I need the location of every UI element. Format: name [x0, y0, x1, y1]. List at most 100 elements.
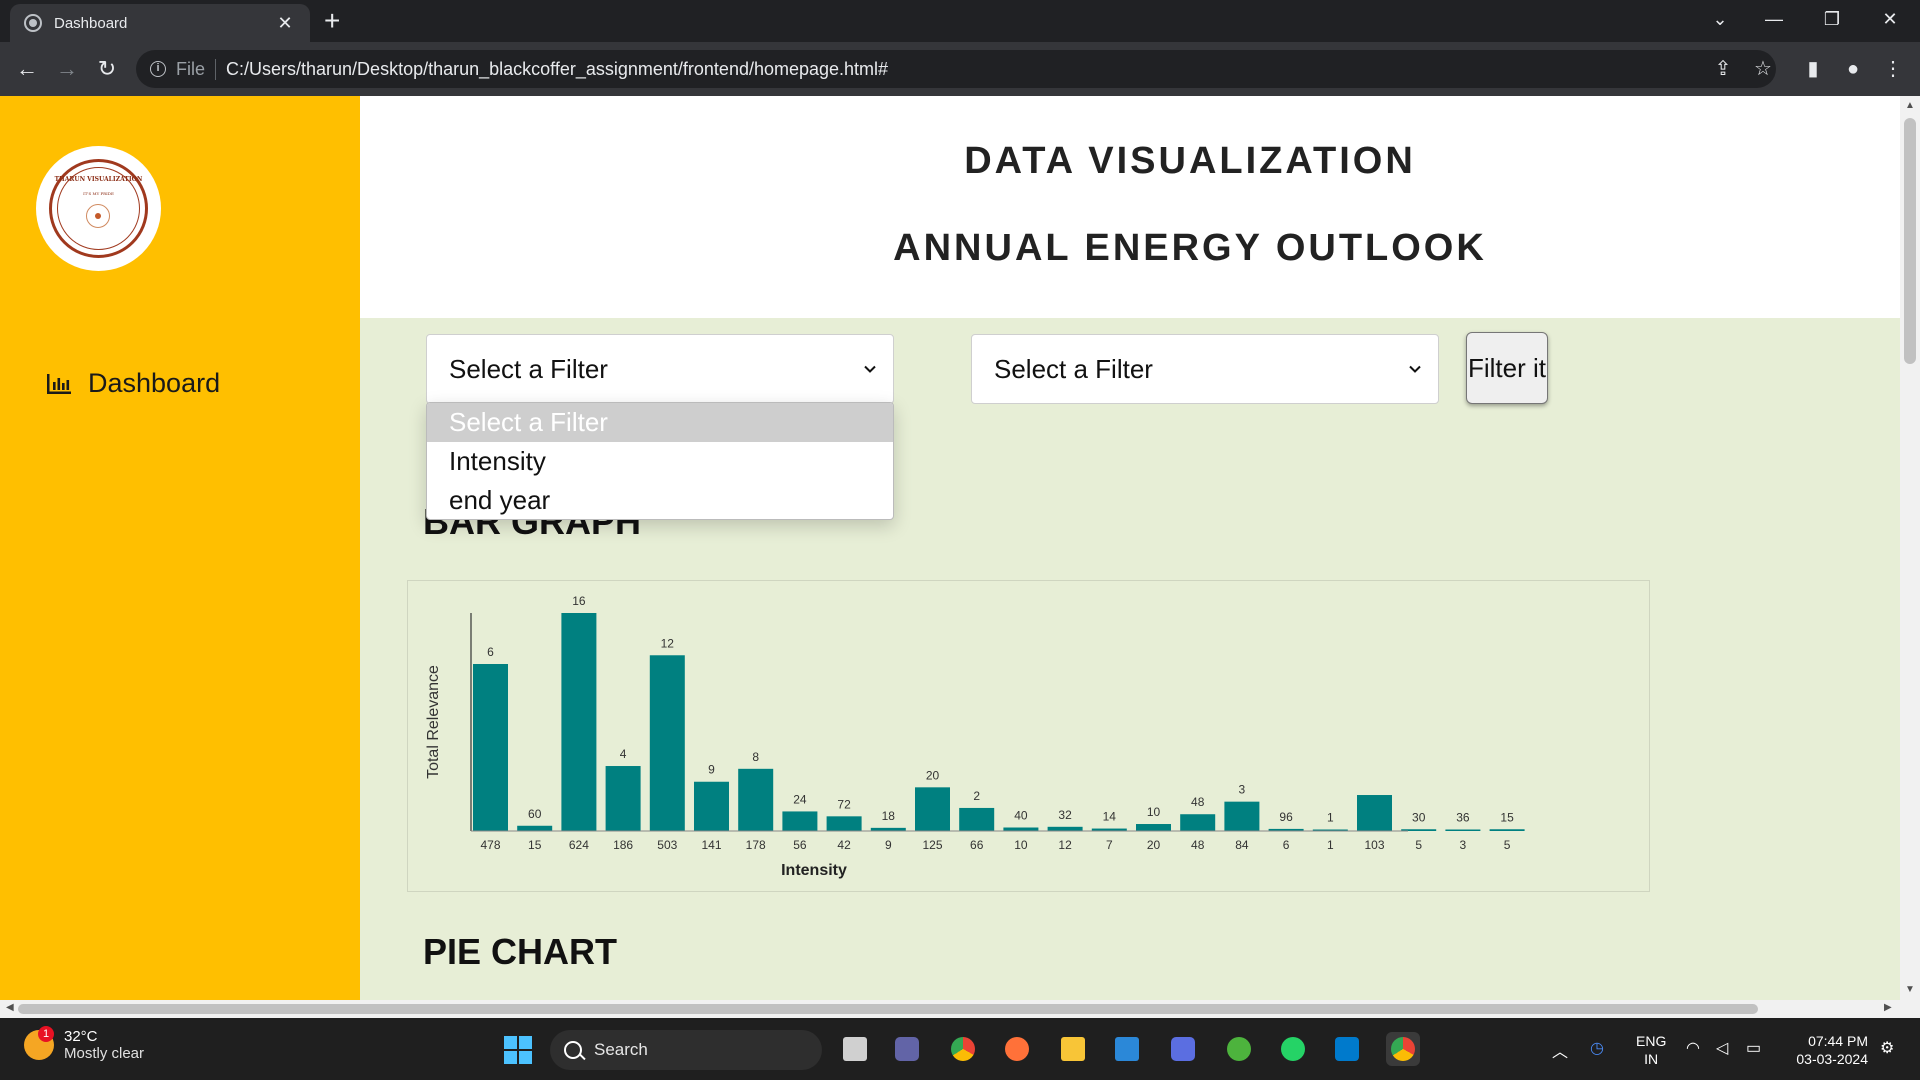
bar-9[interactable] — [870, 827, 906, 831]
bar-20[interactable] — [1357, 795, 1392, 831]
notifications-icon[interactable]: ⚙ — [1880, 1040, 1895, 1057]
bar-13[interactable] — [1047, 826, 1083, 831]
dropdown-option[interactable]: end year — [449, 485, 551, 515]
bar-14[interactable] — [1091, 828, 1127, 831]
horizontal-scrollbar[interactable]: ◀ ▶ — [0, 1000, 1920, 1018]
horizontal-scroll-thumb[interactable] — [18, 1004, 1758, 1014]
bar-17[interactable] — [1224, 801, 1260, 831]
close-window-icon[interactable]: ✕ — [1882, 9, 1898, 29]
mongodb-icon[interactable] — [1222, 1032, 1256, 1066]
page-subtitle: ANNUAL ENERGY OUTLOOK — [893, 227, 1487, 269]
chrome-icon[interactable] — [946, 1032, 980, 1066]
x-tick-label: 66 — [970, 838, 984, 852]
search-icon — [564, 1041, 582, 1059]
whatsapp-icon[interactable] — [1276, 1032, 1310, 1066]
bar-19[interactable] — [1312, 829, 1348, 832]
sidebar-item-dashboard[interactable]: Dashboard — [46, 368, 220, 399]
bar-22[interactable] — [1445, 829, 1481, 832]
bar-18[interactable] — [1268, 828, 1304, 831]
reload-icon[interactable]: ↻ — [97, 56, 117, 81]
dropdown-option[interactable]: Select a Filter — [427, 403, 893, 442]
filter-select-2[interactable]: Select a Filter — [971, 334, 1439, 404]
bar-0[interactable] — [473, 664, 508, 831]
vertical-scrollbar[interactable]: ▲ ▼ — [1900, 96, 1920, 1000]
x-tick-label: 48 — [1191, 838, 1205, 852]
bar-2[interactable] — [561, 613, 597, 831]
address-url[interactable]: C:/Users/tharun/Desktop/tharun_blackcoff… — [226, 58, 889, 79]
chevron-down-icon — [864, 365, 876, 373]
bar-6[interactable] — [738, 768, 774, 831]
bar-23[interactable] — [1489, 829, 1525, 831]
x-tick-label: 5 — [1504, 838, 1511, 852]
info-icon[interactable]: i — [150, 61, 166, 77]
vscode-icon[interactable] — [1330, 1032, 1364, 1066]
bar-11[interactable] — [959, 807, 995, 831]
teams-icon[interactable] — [890, 1032, 924, 1066]
browser-tab[interactable]: Dashboard ✕ — [10, 4, 310, 42]
taskbar-search[interactable]: Search — [550, 1030, 822, 1070]
forward-arrow-icon[interactable]: → — [56, 56, 78, 81]
system-clock[interactable]: 07:44 PM 03-03-2024 — [1776, 1032, 1868, 1068]
chrome-active-icon[interactable] — [1386, 1032, 1420, 1066]
logo-subtext: IT'S MY PRIDE — [83, 191, 114, 196]
pie-chart-heading: PIE CHART — [423, 931, 618, 972]
bar-chart: 6 478 60 15 16 624 4 186 12 503 9 141 8 178 24 56 72 42 18… — [407, 580, 1650, 892]
bar-data-label: 9 — [708, 763, 715, 777]
file-explorer-icon[interactable] — [1056, 1032, 1090, 1066]
address-bar[interactable]: i File C:/Users/tharun/Desktop/tharun_bl… — [136, 50, 1776, 88]
filter-it-button[interactable]: Filter it — [1466, 332, 1548, 404]
bar-data-label: 24 — [793, 792, 807, 806]
filter-select-1-value: Select a Filter — [449, 353, 608, 384]
bar-10[interactable] — [915, 787, 950, 831]
weather-temperature: 32°C — [64, 1028, 98, 1045]
bar-8[interactable] — [826, 816, 862, 831]
y-axis-label: Total Relevance — [425, 665, 442, 779]
filter-select-1-dropdown: Select a Filter Intensity end year — [426, 402, 894, 520]
sidebar-item-label: Dashboard — [88, 368, 221, 398]
tab-search-chevron-icon[interactable]: ⌄ — [1712, 9, 1728, 29]
address-scheme-label: File — [176, 58, 217, 80]
side-panel-icon[interactable]: ▮ — [1807, 58, 1819, 80]
copilot-icon[interactable] — [1166, 1032, 1200, 1066]
scroll-up-icon[interactable]: ▲ — [1905, 100, 1915, 111]
volume-icon[interactable]: ◁ — [1716, 1040, 1729, 1057]
task-view-icon[interactable] — [838, 1032, 872, 1066]
browser-menu-icon[interactable]: ⋮ — [1883, 58, 1903, 80]
globe-icon — [24, 14, 42, 32]
language-line-2: IN — [1644, 1051, 1659, 1067]
bar-16[interactable] — [1180, 814, 1216, 831]
bar-15[interactable] — [1136, 824, 1171, 831]
minimize-icon[interactable]: — — [1765, 9, 1783, 29]
weather-widget[interactable]: 1 32°C Mostly clear — [24, 1026, 144, 1062]
filter-select-1[interactable]: Select a Filter — [426, 334, 894, 404]
bar-12[interactable] — [1003, 827, 1039, 831]
dropdown-option[interactable]: Intensity — [449, 446, 546, 476]
battery-icon[interactable]: ▭ — [1746, 1040, 1762, 1057]
vertical-scroll-thumb[interactable] — [1904, 118, 1916, 364]
weather-icon: 1 — [24, 1026, 54, 1060]
bar-1[interactable] — [517, 825, 553, 831]
share-icon[interactable]: ⇪ — [1714, 58, 1732, 80]
firefox-icon[interactable] — [1000, 1032, 1034, 1066]
wifi-icon[interactable]: ◠ — [1686, 1040, 1700, 1057]
scroll-down-icon[interactable]: ▼ — [1905, 984, 1915, 995]
bar-5[interactable] — [694, 781, 729, 831]
bar-3[interactable] — [605, 766, 641, 831]
tray-overflow-icon[interactable]: ︿ — [1552, 1044, 1569, 1061]
bookmark-star-icon[interactable]: ☆ — [1754, 58, 1772, 80]
back-arrow-icon[interactable]: ← — [16, 56, 38, 81]
scroll-left-icon[interactable]: ◀ — [6, 1002, 14, 1013]
scroll-right-icon[interactable]: ▶ — [1884, 1002, 1892, 1013]
restore-icon[interactable]: ❐ — [1823, 9, 1841, 29]
microsoft-store-icon[interactable] — [1110, 1032, 1144, 1066]
language-indicator[interactable]: ENG IN — [1636, 1032, 1666, 1068]
tab-close-button[interactable]: ✕ — [277, 12, 293, 33]
clock-app-icon[interactable]: ◷ — [1590, 1040, 1604, 1057]
new-tab-button[interactable]: + — [324, 5, 341, 36]
logo-emblem-icon — [86, 204, 110, 228]
profile-icon[interactable]: ● — [1846, 58, 1860, 80]
bar-4[interactable] — [649, 655, 685, 831]
bar-21[interactable] — [1401, 829, 1437, 831]
windows-start-icon[interactable] — [504, 1036, 532, 1064]
bar-7[interactable] — [782, 811, 818, 831]
